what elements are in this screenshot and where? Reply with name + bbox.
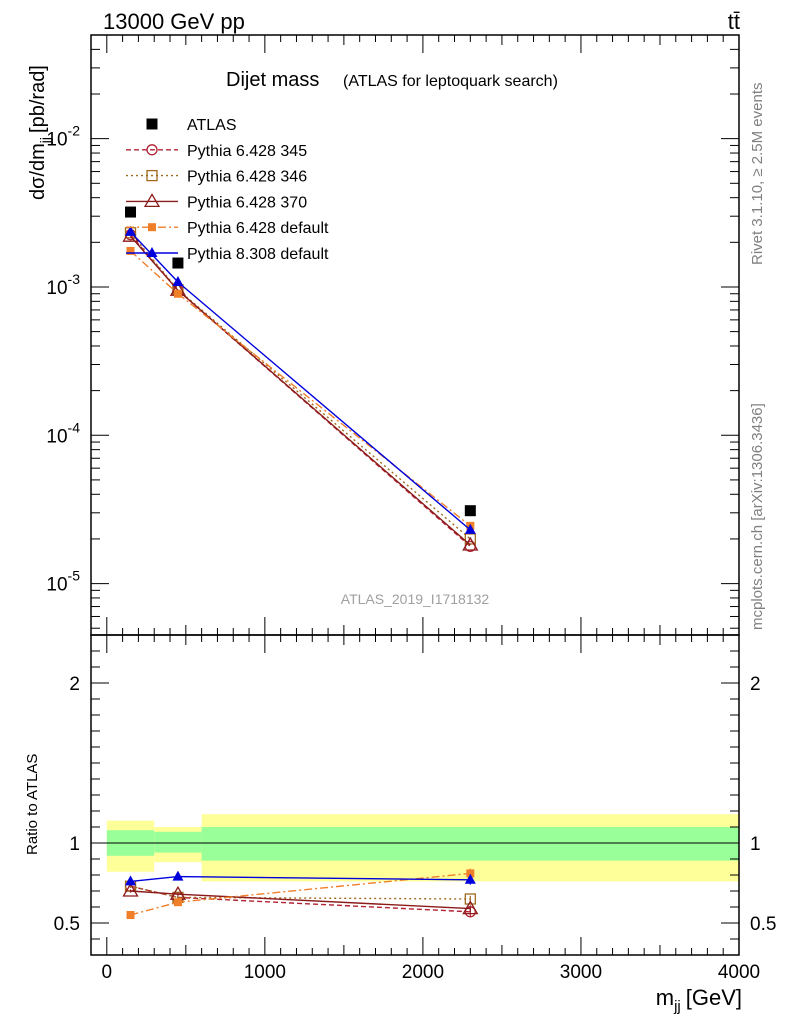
x-axis-label: mjj [GeV] (656, 985, 742, 1015)
legend-item-2: Pythia 6.428 346 (126, 169, 307, 186)
rivet-label: Rivet 3.1.10, ≥ 2.5M events (749, 83, 766, 266)
x-tick-label: 3000 (560, 962, 602, 983)
ratio-panel: 0 1000 2000 3000 4000 0.5 0.5 1 1 2 2 Ratio to ATL… (24, 634, 776, 1015)
main-y-tick-label: 10-2 (46, 123, 80, 151)
ratio-band-inner (201, 827, 739, 861)
legend-item-4: Pythia 6.428 default (126, 220, 329, 237)
main-data-point (125, 206, 137, 218)
ratio-data-point (173, 898, 182, 907)
energy-label: 13000 GeV pp (103, 9, 245, 34)
main-y-label-text: dσ/dm (27, 143, 49, 200)
ratio-y-tick-label-left: 2 (69, 674, 80, 695)
main-y-tick-base: 10 (46, 130, 67, 151)
main-series-line (130, 250, 471, 527)
legend-item-1: Pythia 6.428 345 (126, 143, 307, 160)
ratio-series-4 (125, 870, 476, 886)
main-y-tick-exp: -3 (68, 271, 81, 287)
ratio-data-point (462, 900, 479, 915)
ratio-series-line (130, 885, 471, 900)
legend: ATLAS Pythia 6.428 345 Pythia 6.428 346 Pyt… (126, 117, 329, 263)
ratio-band-inner (154, 831, 202, 853)
main-data-point (464, 505, 476, 517)
mcplots-label: mcplots.cern.ch [arXiv:1306.3436] (749, 403, 766, 630)
ratio-plot-area (91, 814, 739, 919)
legend-label: Pythia 6.428 346 (187, 169, 307, 186)
ratio-data-point (122, 882, 139, 897)
x-label-unit: [GeV] (686, 985, 742, 1010)
ratio-data-point (464, 873, 476, 884)
legend-label: Pythia 6.428 345 (187, 143, 307, 160)
main-y-tick-exp: -4 (68, 419, 81, 435)
main-y-axis-label: dσ/dmjj [pb/rad] (27, 65, 53, 200)
main-series-5 (125, 225, 476, 534)
ratio-series-3 (126, 868, 475, 919)
ratio-y-tick-label-right: 2 (750, 674, 761, 695)
main-series-0 (125, 206, 476, 517)
legend-label: Pythia 8.308 default (187, 246, 329, 263)
chart-title: Dijet mass (226, 69, 319, 91)
ratio-y-axis-label: Ratio to ATLAS (24, 754, 41, 855)
main-y-tick-label: 10-4 (46, 419, 80, 447)
main-data-point (464, 533, 476, 545)
x-label-sub: jj (673, 998, 681, 1015)
main-data-point (172, 257, 184, 269)
main-y-tick-base: 10 (46, 426, 67, 447)
x-tick-label: 2000 (402, 962, 444, 983)
legend-marker (146, 169, 158, 182)
legend-item-0: ATLAS (146, 117, 237, 134)
main-panel: 10-210-310-410-5 Dijet mass (ATLAS for l… (27, 34, 740, 636)
legend-marker (148, 223, 156, 232)
main-y-tick-base: 10 (46, 575, 67, 596)
ratio-data-point (464, 893, 476, 905)
main-y-label-unit: [pb/rad] (27, 65, 49, 133)
main-y-tick-exp: -5 (68, 568, 81, 584)
main-y-tick-exp: -2 (68, 123, 81, 139)
legend-label: Pythia 6.428 default (187, 220, 329, 237)
main-data-point (464, 523, 476, 534)
main-data-point (172, 276, 184, 287)
main-data-point (173, 289, 182, 298)
legend-marker (146, 144, 158, 156)
ratio-frame (90, 634, 740, 956)
legend-item-5: Pythia 8.308 default (126, 246, 329, 263)
analysis-label: ATLAS_2019_I1718132 (341, 591, 490, 607)
chart-subtitle: (ATLAS for leptoquark search) (343, 73, 558, 90)
ratio-data-point (125, 875, 137, 886)
main-y-tick-label: 10-5 (46, 568, 80, 596)
ratio-y-tick-label-right: 0.5 (750, 914, 776, 935)
main-series-3 (122, 227, 479, 551)
main-y-label-sub: jj (37, 137, 53, 144)
main-series-line (129, 232, 471, 540)
ratio-y-tick-label-right: 1 (750, 834, 761, 855)
main-data-point (125, 225, 137, 236)
process-label: tt̄ (728, 9, 740, 34)
main-data-point (462, 536, 479, 551)
legend-marker (146, 247, 158, 257)
ratio-data-point (466, 869, 475, 878)
legend-marker (143, 193, 161, 208)
ratio-y-tick-label-left: 1 (69, 834, 80, 855)
main-axes: 10-210-310-410-5 (46, 34, 740, 635)
legend-label: ATLAS (187, 117, 237, 134)
x-tick-label: 1000 (244, 962, 286, 983)
main-y-tick-base: 10 (46, 278, 67, 299)
ratio-data-point (172, 870, 184, 881)
x-tick-label: 0 (102, 962, 113, 983)
x-tick-label: 4000 (718, 962, 760, 983)
legend-marker (146, 118, 158, 130)
main-title: Dijet mass (ATLAS for leptoquark search) (226, 69, 558, 91)
legend-label: Pythia 6.428 370 (187, 194, 307, 211)
ratio-y-tick-label-left: 0.5 (54, 914, 80, 935)
ratio-data-point (126, 911, 135, 919)
main-series-4 (126, 246, 475, 530)
main-data-point (126, 246, 135, 255)
legend-item-3: Pythia 6.428 370 (126, 193, 307, 211)
main-y-tick-label: 10-3 (46, 271, 80, 299)
x-label-text: m (656, 985, 674, 1010)
ratio-axes: 0 1000 2000 3000 4000 0.5 0.5 1 1 2 2 (54, 634, 776, 983)
